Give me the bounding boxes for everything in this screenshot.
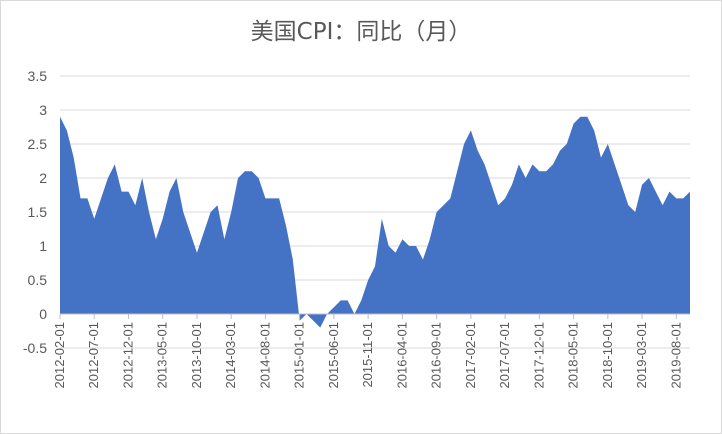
x-tick-label: 2013-10-01 [189,322,204,389]
y-tick-label: 2 [39,170,47,186]
chart-title: 美国CPI：同比（月） [250,19,472,45]
x-axis-ticks: 2012-02-01 2012-07-01 2012-12-01 2013-05-01… [52,314,683,389]
x-tick-label: 2012-12-01 [121,322,136,389]
y-axis-ticks: -0.5 0 0.5 1 1.5 2 2.5 3 3.5 [23,68,47,356]
x-tick-label: 2015-01-01 [292,322,307,389]
x-tick-label: 2015-06-01 [326,322,341,389]
x-tick-label: 2017-07-01 [497,322,512,389]
x-tick-label: 2014-03-01 [223,322,238,389]
x-tick-label: 2017-02-01 [463,322,478,389]
series-area [60,116,690,328]
y-tick-label: 2.5 [28,136,48,152]
y-tick-label: 1 [39,238,47,254]
y-tick-label: -0.5 [23,340,47,356]
x-tick-label: 2014-08-01 [257,322,272,389]
x-tick-label: 2017-12-01 [531,322,546,389]
y-tick-label: 3.5 [28,68,48,84]
x-tick-label: 2019-03-01 [634,322,649,389]
y-tick-label: 1.5 [28,204,48,220]
cpi-area [60,116,690,328]
y-tick-label: 0 [39,306,47,322]
x-tick-label: 2016-09-01 [429,322,444,389]
x-tick-label: 2018-10-01 [600,322,615,389]
x-tick-label: 2012-02-01 [52,322,67,389]
x-tick-label: 2015-11-01 [360,322,375,388]
y-tick-label: 0.5 [28,272,48,288]
x-tick-label: 2019-08-01 [668,322,683,389]
y-tick-label: 3 [39,102,47,118]
x-tick-label: 2018-05-01 [566,322,581,389]
x-tick-label: 2016-04-01 [394,322,409,389]
x-tick-label: 2013-05-01 [155,322,170,389]
x-tick-label: 2012-07-01 [86,322,101,389]
